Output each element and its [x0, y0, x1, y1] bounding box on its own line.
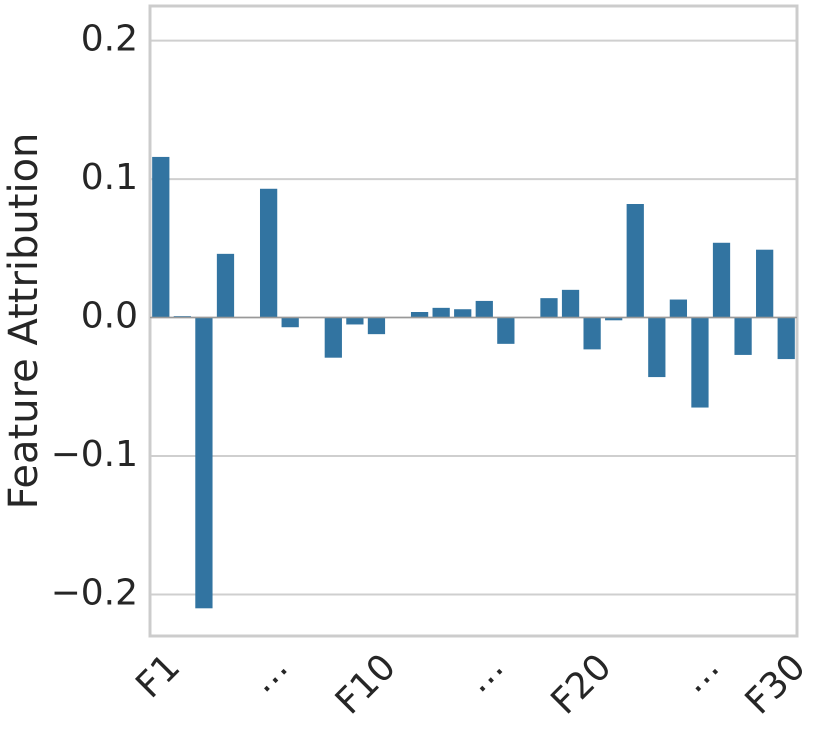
bar	[497, 317, 515, 344]
y-tick-label: −0.2	[51, 572, 138, 613]
bar	[605, 317, 623, 321]
bar	[324, 317, 342, 358]
bar	[777, 317, 795, 360]
y-tick-label: 0.1	[81, 157, 138, 198]
bar	[216, 253, 235, 318]
bar	[367, 317, 386, 335]
y-axis-label: Feature Attribution	[1, 133, 47, 510]
y-tick-label: 0.2	[81, 19, 138, 60]
x-tick-label: F1	[128, 646, 188, 706]
bar	[346, 317, 364, 325]
bar	[626, 204, 644, 318]
bar	[432, 307, 450, 318]
bar	[410, 312, 429, 318]
plot-frame	[148, 4, 799, 638]
x-tick-label: …	[457, 646, 511, 700]
bar	[561, 289, 580, 318]
bar	[756, 249, 774, 318]
bar	[540, 298, 558, 318]
bar	[583, 317, 601, 350]
bar	[734, 317, 752, 355]
x-tick-label: …	[673, 646, 727, 700]
bar	[281, 317, 299, 328]
x-tick-label: F20	[544, 646, 620, 722]
bar	[648, 317, 666, 378]
y-tick-label: −0.1	[51, 434, 138, 475]
bar	[259, 188, 278, 318]
bar	[454, 309, 472, 318]
bar	[152, 156, 170, 318]
x-tick-label: …	[242, 646, 296, 700]
x-tick-label: F30	[738, 646, 814, 722]
x-tick-label: F10	[328, 646, 404, 722]
bar	[712, 242, 731, 318]
y-tick-label: 0.0	[81, 296, 138, 337]
bar	[691, 317, 709, 408]
bar	[669, 299, 688, 318]
bar	[195, 317, 213, 609]
bar	[475, 300, 493, 318]
